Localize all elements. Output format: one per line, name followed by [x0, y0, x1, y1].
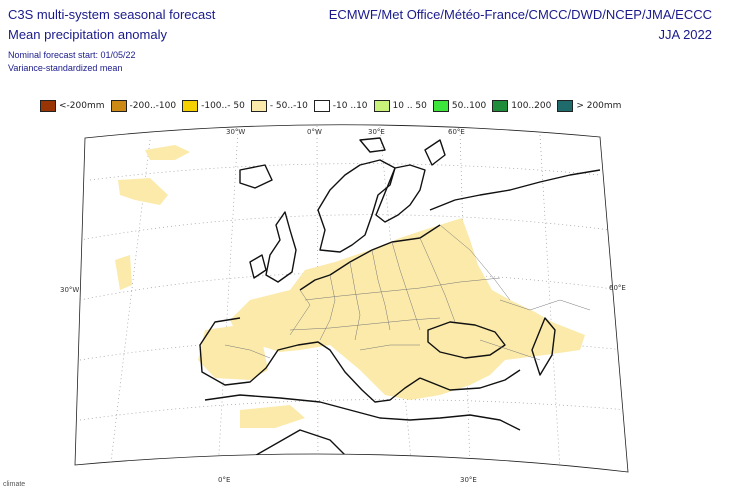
lon-label-bottom-30e: 30°E	[460, 476, 477, 484]
lon-label-top-0: 0°W	[307, 128, 322, 136]
legend-label: 100..200	[511, 101, 552, 111]
legend-label: 50..100	[451, 101, 487, 111]
anomaly-iberia	[198, 325, 268, 380]
lon-label-top-30e: 30°E	[368, 128, 385, 136]
climate-logo: climate	[3, 481, 26, 488]
lon-label-top-30w: 30°W	[226, 128, 245, 136]
country-borders	[224, 224, 591, 361]
season-label: JJA 2022	[658, 27, 713, 42]
legend-item: -200..-100	[110, 100, 177, 112]
legend-swatch	[182, 100, 199, 112]
legend-swatch	[40, 100, 56, 112]
providers: ECMWF/Met Office/Météo-France/CMCC/DWD/N…	[328, 7, 712, 22]
legend-swatch	[432, 100, 449, 112]
legend-item: - 50..-10	[250, 100, 308, 112]
method-note: Variance-standardized mean	[8, 63, 123, 73]
legend-label: -10 ..10	[332, 101, 368, 111]
legend-item: > 200mm	[557, 100, 621, 112]
anomaly-maghreb	[240, 405, 305, 428]
subtitle-variable: Mean precipitation anomaly	[8, 27, 167, 42]
legend-item: 10 .. 50	[373, 100, 427, 112]
legend-swatch	[557, 100, 574, 112]
coastlines	[199, 137, 601, 471]
legend-label: - 50..-10	[269, 101, 308, 111]
anomaly-dry-patches	[115, 145, 585, 428]
legend-label: -200..-100	[129, 101, 177, 111]
legend-swatch	[313, 100, 330, 112]
legend-swatch	[373, 100, 390, 112]
forecast-start: Nominal forecast start: 01/05/22	[8, 50, 136, 60]
legend-item: <-200mm	[40, 100, 105, 112]
lon-label-top-60e: 60°E	[448, 128, 465, 136]
legend-item: -10 ..10	[313, 100, 368, 112]
anomaly-atlantic-south	[115, 255, 132, 290]
lon-label-right-60e: 60°E	[609, 284, 626, 292]
lon-label-left-30w: 30°W	[60, 286, 79, 294]
legend-label: <-200mm	[59, 101, 105, 111]
legend-item: 100..200	[492, 100, 551, 112]
anomaly-greenland	[145, 145, 190, 160]
legend-label: -100..- 50	[201, 101, 245, 111]
legend-label: 10 .. 50	[392, 101, 427, 111]
legend-swatch	[492, 100, 509, 112]
legend-swatch	[250, 100, 267, 112]
lon-label-bottom-0: 0°E	[218, 476, 230, 484]
legend-swatch	[110, 100, 127, 112]
legend-item: 50..100	[432, 100, 487, 112]
legend: <-200mm -200..-100 -100..- 50 - 50..-10 -10 …	[40, 98, 627, 114]
legend-label: > 200mm	[576, 101, 622, 111]
anomaly-atlantic	[118, 178, 168, 205]
legend-item: -100..- 50	[182, 100, 245, 112]
title: C3S multi-system seasonal forecast	[8, 7, 216, 22]
anomaly-central-europe	[230, 218, 585, 400]
